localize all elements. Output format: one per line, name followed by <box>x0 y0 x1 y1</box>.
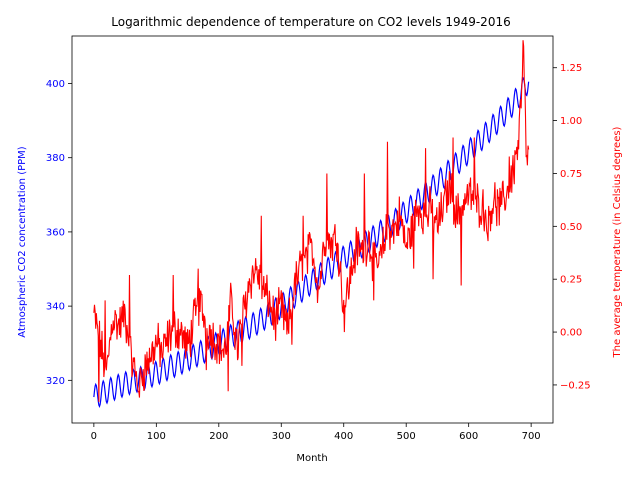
right-y-tick-label: 0.50 <box>560 222 582 233</box>
left-y-tick-label: 320 <box>46 376 65 387</box>
right-y-tick-label: 0.00 <box>560 328 582 339</box>
plot-frame <box>71 35 554 424</box>
left-y-tick-label: 400 <box>46 79 65 90</box>
right-y-tick-label: −0.25 <box>560 380 591 391</box>
left-y-axis: 320 340 360 380 400 <box>46 79 72 387</box>
left-y-tick-label: 380 <box>46 153 65 164</box>
plot-border <box>71 35 554 424</box>
x-tick-label: 500 <box>397 431 416 442</box>
x-tick-label: 200 <box>209 431 228 442</box>
left-y-tick-label: 340 <box>46 302 65 313</box>
right-y-tick-label: 1.25 <box>560 63 582 74</box>
right-y-axis-label: The average temperature (in Celsius degr… <box>612 126 623 358</box>
series-layer <box>93 40 530 409</box>
right-y-axis: −0.25 0.00 0.25 0.50 0.75 1.00 1.25 <box>553 63 591 391</box>
left-y-tick-label: 360 <box>46 227 65 238</box>
temperature-series-line <box>93 40 530 402</box>
x-tick-label: 0 <box>91 431 97 442</box>
left-y-axis-label: Atmospheric CO2 concentration (PPM) <box>17 146 28 337</box>
co2-series-line <box>93 76 530 409</box>
x-tick-label: 700 <box>522 431 541 442</box>
x-axis: 0 100 200 300 400 500 600 700 <box>91 423 541 442</box>
right-y-tick-label: 0.25 <box>560 275 582 286</box>
x-tick-label: 100 <box>147 431 166 442</box>
right-y-tick-label: 1.00 <box>560 116 582 127</box>
right-y-tick-label: 0.75 <box>560 169 582 180</box>
x-tick-label: 600 <box>459 431 478 442</box>
chart-title: Logarithmic dependence of temperature on… <box>111 15 510 29</box>
x-tick-label: 400 <box>334 431 353 442</box>
x-tick-label: 300 <box>272 431 291 442</box>
x-axis-label: Month <box>296 453 327 464</box>
